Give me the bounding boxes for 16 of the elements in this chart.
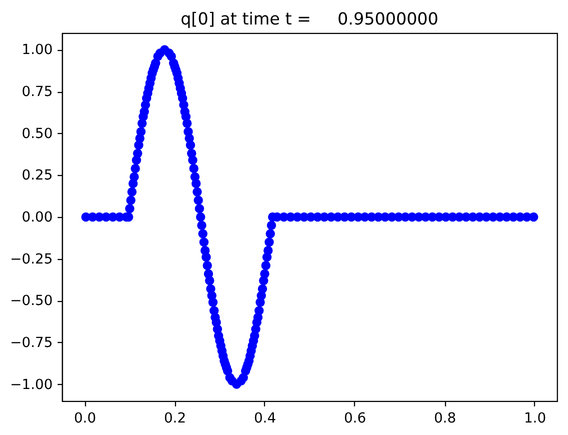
x-tick-label: 0.4 bbox=[254, 410, 276, 426]
y-tick-label: 0.00 bbox=[22, 210, 53, 226]
y-tick-label: 0.50 bbox=[22, 126, 53, 142]
x-tick-label: 0.6 bbox=[344, 410, 366, 426]
y-tick-label: −0.75 bbox=[10, 334, 53, 351]
x-tick-label: 0.8 bbox=[434, 410, 456, 426]
y-tick-label: 1.00 bbox=[22, 42, 53, 58]
y-tick-label: −0.25 bbox=[10, 251, 53, 268]
y-tick-label: 0.75 bbox=[22, 84, 53, 100]
x-tick-label: 0.0 bbox=[74, 410, 96, 426]
y-tick-label: −1.00 bbox=[10, 376, 53, 393]
y-tick-label: −0.50 bbox=[10, 293, 53, 310]
x-tick-label: 0.2 bbox=[164, 410, 186, 426]
chart-title: q[0] at time t = 0.95000000 bbox=[180, 8, 438, 28]
x-tick-label: 1.0 bbox=[524, 410, 546, 426]
y-tick-label: 0.25 bbox=[22, 168, 53, 184]
